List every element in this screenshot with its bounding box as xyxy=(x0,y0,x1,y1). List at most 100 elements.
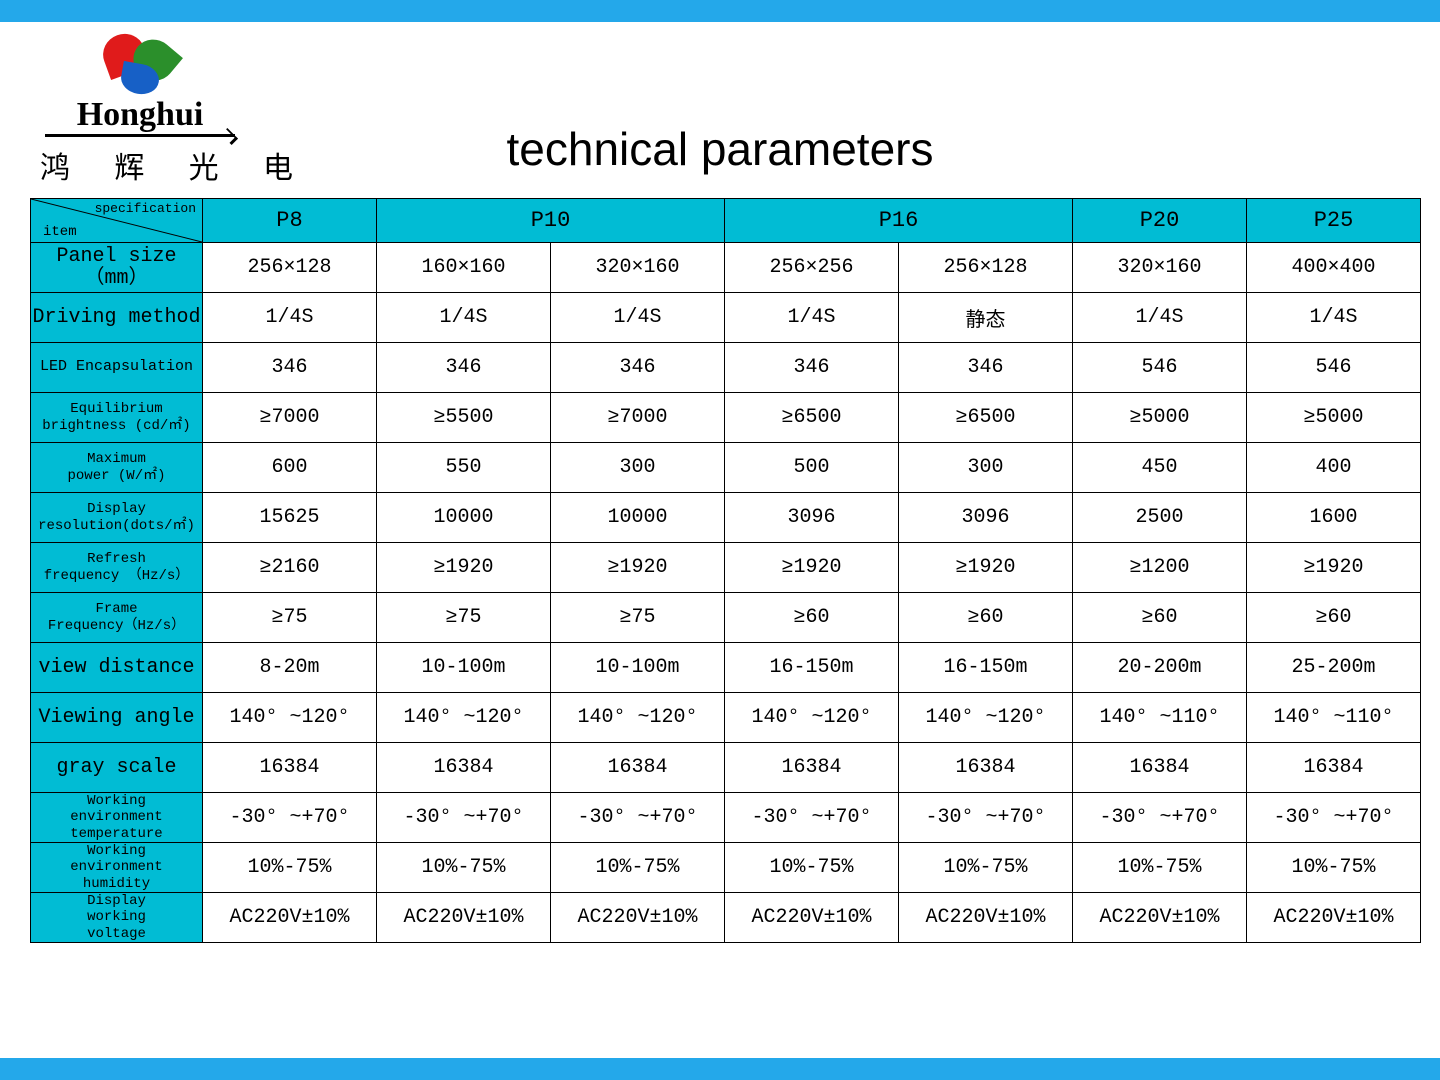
cell: ≥7000 xyxy=(551,393,725,443)
cell: ≥1200 xyxy=(1073,543,1247,593)
corner-item-label: item xyxy=(43,224,77,240)
cell: 10%-75% xyxy=(377,843,551,893)
cell: 1600 xyxy=(1247,493,1421,543)
bottom-bar xyxy=(0,1058,1440,1080)
corner-spec-label: specification xyxy=(95,201,196,216)
cell: ≥6500 xyxy=(899,393,1073,443)
table-row: Viewing angle140° ~120°140° ~120°140° ~1… xyxy=(31,693,1421,743)
cell: 3096 xyxy=(899,493,1073,543)
cell: -30° ~+70° xyxy=(1247,793,1421,843)
cell: ≥1920 xyxy=(551,543,725,593)
table-row: Refresh frequency （Hz/s）≥2160≥1920≥1920≥… xyxy=(31,543,1421,593)
cell: AC220V±10% xyxy=(203,893,377,943)
cell: AC220V±10% xyxy=(551,893,725,943)
column-header: P20 xyxy=(1073,199,1247,243)
cell: 16384 xyxy=(1073,743,1247,793)
cell: 550 xyxy=(377,443,551,493)
cell: ≥1920 xyxy=(1247,543,1421,593)
cell: 15625 xyxy=(203,493,377,543)
cell: ≥1920 xyxy=(725,543,899,593)
cell: 16384 xyxy=(377,743,551,793)
table-corner-cell: specification item xyxy=(31,199,203,243)
cell: 1/4S xyxy=(203,293,377,343)
cell: 10%-75% xyxy=(725,843,899,893)
cell: 10%-75% xyxy=(203,843,377,893)
brand-logo-icon xyxy=(95,34,185,94)
cell: ≥7000 xyxy=(203,393,377,443)
cell: ≥60 xyxy=(1073,593,1247,643)
cell: 140° ~120° xyxy=(551,693,725,743)
column-header: P16 xyxy=(725,199,1073,243)
cell: ≥5000 xyxy=(1073,393,1247,443)
cell: 16384 xyxy=(203,743,377,793)
cell: 346 xyxy=(551,343,725,393)
table-row: Equilibrium brightness (cd/㎡)≥7000≥5500≥… xyxy=(31,393,1421,443)
cell: -30° ~+70° xyxy=(203,793,377,843)
row-label: Display resolution(dots/㎡) xyxy=(31,493,203,543)
cell: 静态 xyxy=(899,293,1073,343)
cell: 256×256 xyxy=(725,243,899,293)
cell: 160×160 xyxy=(377,243,551,293)
cell: 140° ~120° xyxy=(203,693,377,743)
cell: 450 xyxy=(1073,443,1247,493)
page-title: technical parameters xyxy=(0,122,1440,176)
table-row: Display working voltageAC220V±10%AC220V±… xyxy=(31,893,1421,943)
cell: 346 xyxy=(377,343,551,393)
cell: 546 xyxy=(1247,343,1421,393)
cell: 300 xyxy=(551,443,725,493)
table-row: Working environment temperature-30° ~+70… xyxy=(31,793,1421,843)
cell: -30° ~+70° xyxy=(377,793,551,843)
cell: -30° ~+70° xyxy=(725,793,899,843)
cell: 10-100m xyxy=(551,643,725,693)
column-header: P25 xyxy=(1247,199,1421,243)
cell: 1/4S xyxy=(1247,293,1421,343)
table-header-row: specification item P8P10P16P20P25 xyxy=(31,199,1421,243)
cell: 8-20m xyxy=(203,643,377,693)
cell: 20-200m xyxy=(1073,643,1247,693)
cell: 140° ~120° xyxy=(377,693,551,743)
cell: 400 xyxy=(1247,443,1421,493)
row-label: Panel size（mm） xyxy=(31,243,203,293)
cell: 16384 xyxy=(725,743,899,793)
cell: 1/4S xyxy=(1073,293,1247,343)
cell: 25-200m xyxy=(1247,643,1421,693)
cell: AC220V±10% xyxy=(377,893,551,943)
cell: 10%-75% xyxy=(1247,843,1421,893)
spec-table: specification item P8P10P16P20P25 Panel … xyxy=(30,198,1421,943)
row-label: Viewing angle xyxy=(31,693,203,743)
cell: 16384 xyxy=(551,743,725,793)
cell: AC220V±10% xyxy=(899,893,1073,943)
cell: AC220V±10% xyxy=(725,893,899,943)
row-label: Working environment temperature xyxy=(31,793,203,843)
row-label: Driving method xyxy=(31,293,203,343)
column-header: P8 xyxy=(203,199,377,243)
cell: 140° ~110° xyxy=(1247,693,1421,743)
table-body: Panel size（mm）256×128160×160320×160256×2… xyxy=(31,243,1421,943)
cell: ≥60 xyxy=(899,593,1073,643)
cell: 10-100m xyxy=(377,643,551,693)
row-label: Refresh frequency （Hz/s） xyxy=(31,543,203,593)
row-label: Display working voltage xyxy=(31,893,203,943)
cell: 256×128 xyxy=(203,243,377,293)
cell: 10%-75% xyxy=(551,843,725,893)
cell: 1/4S xyxy=(725,293,899,343)
table-row: gray scale163841638416384163841638416384… xyxy=(31,743,1421,793)
table-row: Frame Frequency（Hz/s）≥75≥75≥75≥60≥60≥60≥… xyxy=(31,593,1421,643)
cell: ≥60 xyxy=(725,593,899,643)
cell: 346 xyxy=(899,343,1073,393)
column-header: P10 xyxy=(377,199,725,243)
cell: 140° ~120° xyxy=(899,693,1073,743)
table-row: Display resolution(dots/㎡)15625100001000… xyxy=(31,493,1421,543)
cell: ≥75 xyxy=(377,593,551,643)
table-row: Maximum power (W/㎡)600550300500300450400 xyxy=(31,443,1421,493)
cell: AC220V±10% xyxy=(1073,893,1247,943)
cell: 500 xyxy=(725,443,899,493)
row-label: LED Encapsulation xyxy=(31,343,203,393)
cell: 10000 xyxy=(551,493,725,543)
cell: ≥1920 xyxy=(899,543,1073,593)
cell: 140° ~110° xyxy=(1073,693,1247,743)
cell: ≥75 xyxy=(203,593,377,643)
row-label: Equilibrium brightness (cd/㎡) xyxy=(31,393,203,443)
table-row: view distance8-20m10-100m10-100m16-150m1… xyxy=(31,643,1421,693)
cell: 346 xyxy=(725,343,899,393)
